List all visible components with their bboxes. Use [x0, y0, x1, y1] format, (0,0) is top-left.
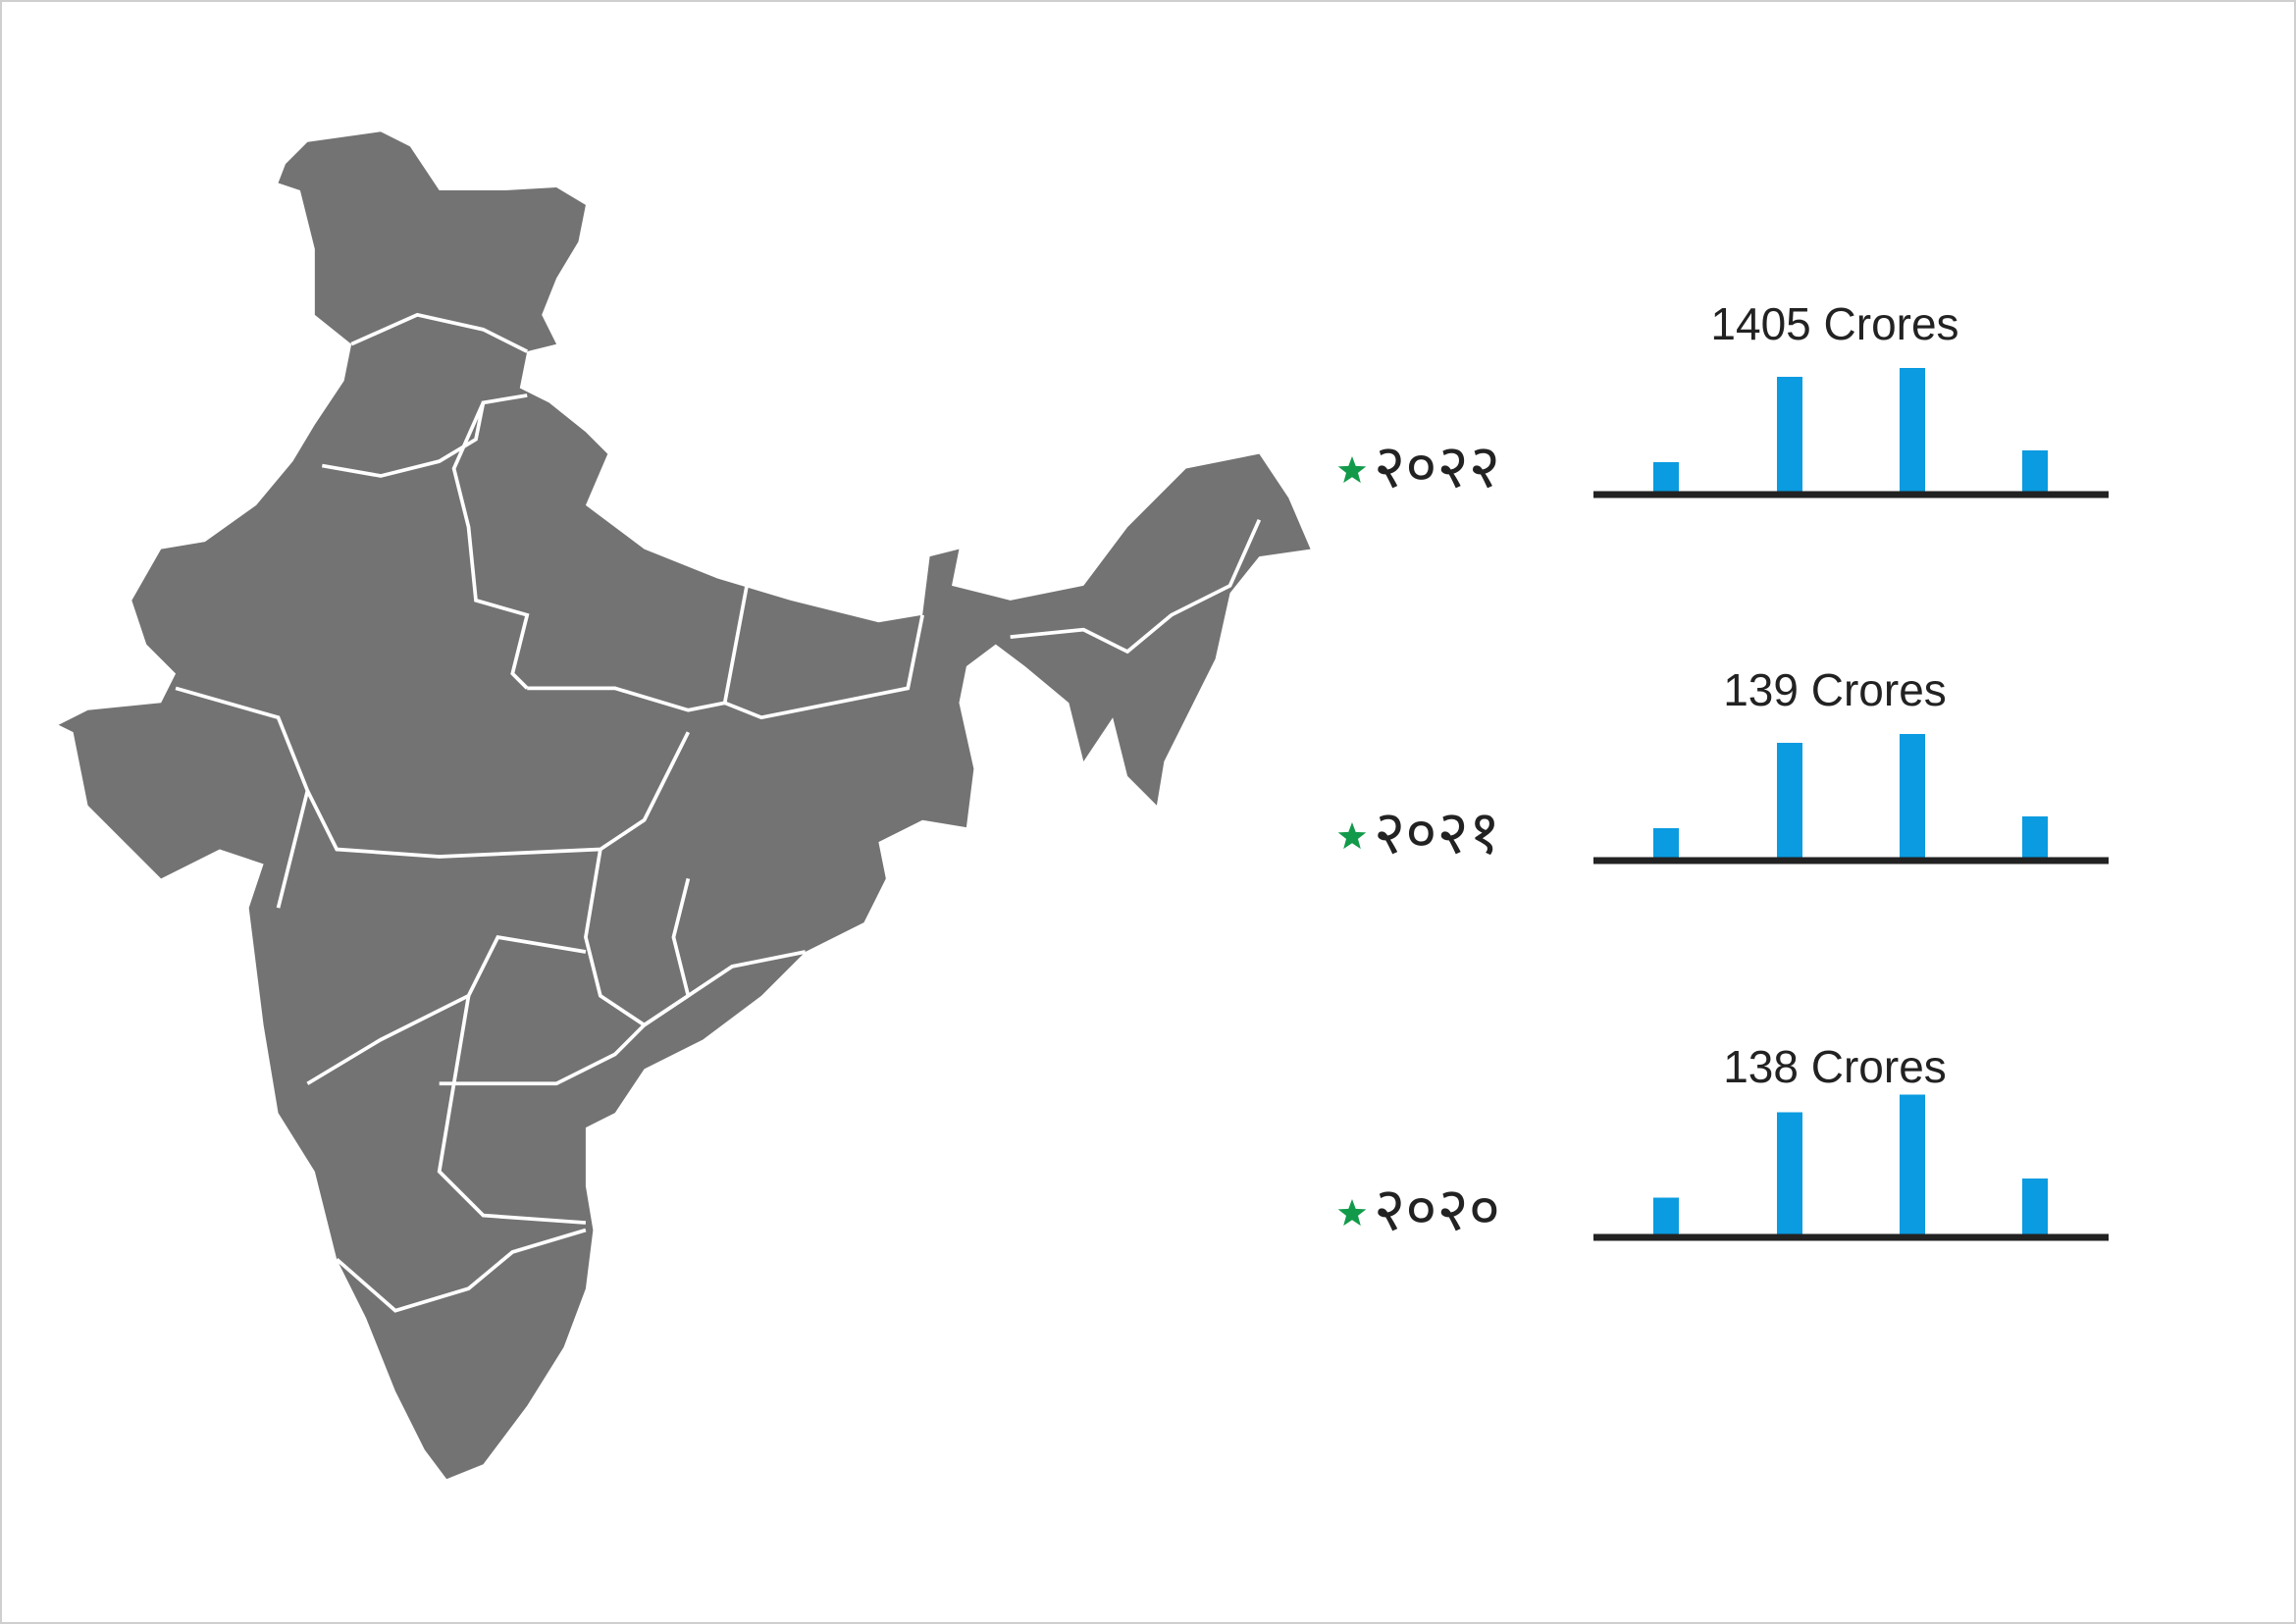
bar: [1777, 1112, 1802, 1237]
bar: [1900, 734, 1925, 861]
bar: [2022, 816, 2048, 861]
star-icon: [1337, 456, 1367, 484]
bar: [1653, 828, 1679, 861]
year-label: २०२०: [1374, 1176, 1500, 1243]
year-label: २०२१: [1374, 799, 1500, 866]
bar: [1777, 377, 1802, 495]
charts: 1405 Crores २०२२ 139 Crores २०२१ 138 Crores २…: [1337, 298, 2109, 1243]
map-shape: [58, 131, 1311, 1480]
bar: [2022, 1179, 2048, 1237]
state-borders: [175, 312, 1262, 1313]
bar: [1653, 462, 1679, 495]
year-label: २०२२: [1374, 433, 1500, 500]
bar: [2022, 450, 2048, 495]
bar: [1900, 1094, 1925, 1237]
bar: [1777, 743, 1802, 861]
star-icon: [1337, 1199, 1367, 1227]
bar: [1900, 368, 1925, 495]
star-icon: [1337, 822, 1367, 850]
bar: [1653, 1197, 1679, 1237]
chart-title: 1405 Crores: [1710, 298, 1958, 349]
india-map: [58, 131, 1311, 1480]
chart-title: 139 Crores: [1723, 664, 1947, 715]
chart-title: 138 Crores: [1723, 1041, 1947, 1092]
